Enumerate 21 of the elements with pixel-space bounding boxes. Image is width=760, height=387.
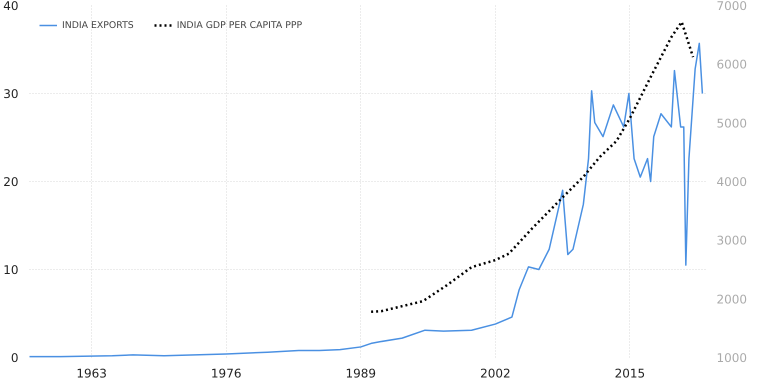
x-tick-label: 1963 (76, 366, 107, 380)
line-series (370, 20, 694, 313)
y-tick-label: 10 (3, 263, 19, 277)
legend-label: INDIA GDP PER CAPITA PPP (176, 20, 302, 30)
y-tick-label: 40 (3, 0, 19, 13)
y2-tick-label: 5000 (716, 116, 748, 130)
x-tick-label: 2002 (480, 366, 511, 380)
y2-tick-label: 6000 (716, 58, 748, 72)
y-tick-label: 20 (3, 175, 19, 189)
y2-tick-label: 3000 (716, 234, 748, 248)
y2-tick-label: 4000 (716, 175, 748, 189)
y2-tick-label: 1000 (716, 351, 748, 365)
line-series (30, 42, 704, 358)
y2-tick-label: 7000 (716, 0, 748, 13)
y2-tick-label: 2000 (716, 292, 748, 306)
x-tick-label: 1976 (210, 366, 242, 380)
legend-label: INDIA EXPORTS (62, 20, 134, 30)
x-tick-label: 2015 (614, 366, 646, 380)
x-tick-label: 1989 (346, 366, 376, 380)
y-tick-label: 30 (3, 87, 19, 101)
y-tick-label: 0 (10, 351, 19, 365)
